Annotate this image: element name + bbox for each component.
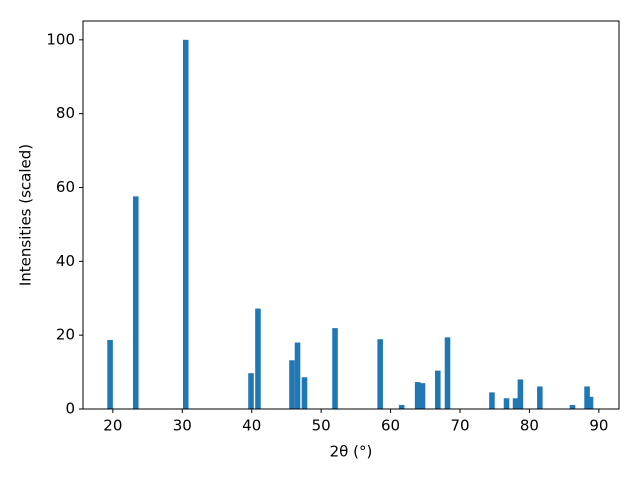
- bar: [419, 383, 426, 409]
- y-tick-label: 0: [65, 400, 75, 418]
- bar: [248, 373, 254, 409]
- y-tick-label: 20: [56, 326, 75, 344]
- y-tick-label: 80: [56, 104, 75, 122]
- bar: [255, 308, 261, 409]
- bar: [587, 396, 594, 409]
- bar: [517, 379, 524, 409]
- bar: [332, 328, 338, 409]
- x-tick-label: 60: [381, 417, 400, 435]
- x-tick-label: 70: [450, 417, 469, 435]
- bar: [414, 382, 421, 409]
- y-tick-label: 40: [56, 252, 75, 270]
- bar: [294, 342, 301, 409]
- bar: [444, 337, 451, 409]
- bar: [584, 386, 590, 409]
- bar: [289, 360, 295, 409]
- bar: [132, 196, 139, 409]
- x-tick-label: 40: [242, 417, 261, 435]
- bar: [398, 404, 405, 409]
- bar: [512, 398, 519, 409]
- bar: [435, 370, 441, 409]
- bar: [489, 392, 495, 409]
- plot-frame: [82, 20, 620, 410]
- bar: [301, 377, 308, 409]
- x-tick-label: 20: [103, 417, 122, 435]
- x-axis-label: 2θ (°): [330, 443, 373, 461]
- bar: [569, 404, 576, 409]
- x-tick-label: 90: [589, 417, 608, 435]
- y-tick-label: 60: [56, 178, 75, 196]
- bar: [182, 39, 189, 409]
- bar: [503, 398, 510, 409]
- bar: [107, 339, 113, 409]
- y-axis-label: Intensities (scaled): [17, 144, 35, 286]
- bar: [377, 339, 383, 409]
- bar: [537, 386, 543, 409]
- y-tick-label: 100: [46, 30, 75, 48]
- x-tick-label: 80: [520, 417, 539, 435]
- x-tick-label: 50: [312, 417, 331, 435]
- x-tick-label: 30: [173, 417, 192, 435]
